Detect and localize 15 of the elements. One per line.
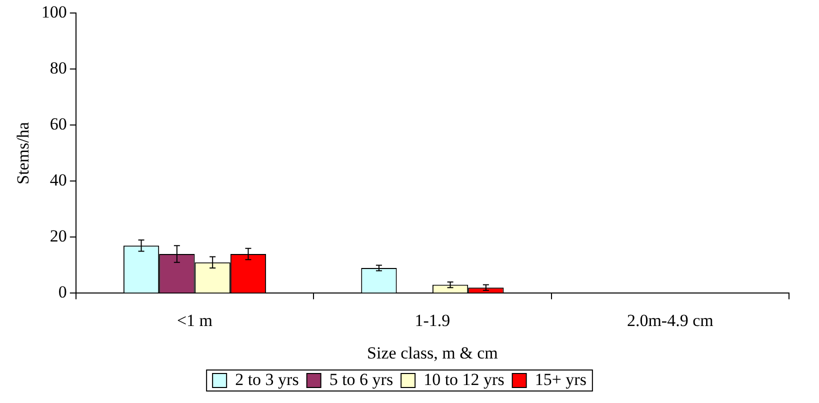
legend-label: 10 to 12 yrs [424, 370, 504, 389]
legend-label: 15+ yrs [534, 370, 586, 389]
y-axis-title: Stems/ha [14, 122, 33, 184]
y-tick-label: 100 [41, 2, 67, 22]
y-tick-label: 60 [50, 114, 67, 134]
x-axis-title: Size class, m & cm [367, 343, 498, 362]
y-tick-label: 40 [50, 170, 67, 190]
legend-label: 5 to 6 yrs [329, 370, 394, 389]
legend-label: 2 to 3 yrs [235, 370, 299, 389]
y-tick-label: 20 [50, 226, 67, 246]
y-tick-label: 80 [50, 58, 67, 78]
y-tick-label: 0 [58, 282, 67, 302]
x-tick-label: <1 m [176, 310, 213, 330]
x-tick-label: 1-1.9 [414, 310, 450, 330]
x-tick-label: 2.0m-4.9 cm [626, 310, 714, 330]
